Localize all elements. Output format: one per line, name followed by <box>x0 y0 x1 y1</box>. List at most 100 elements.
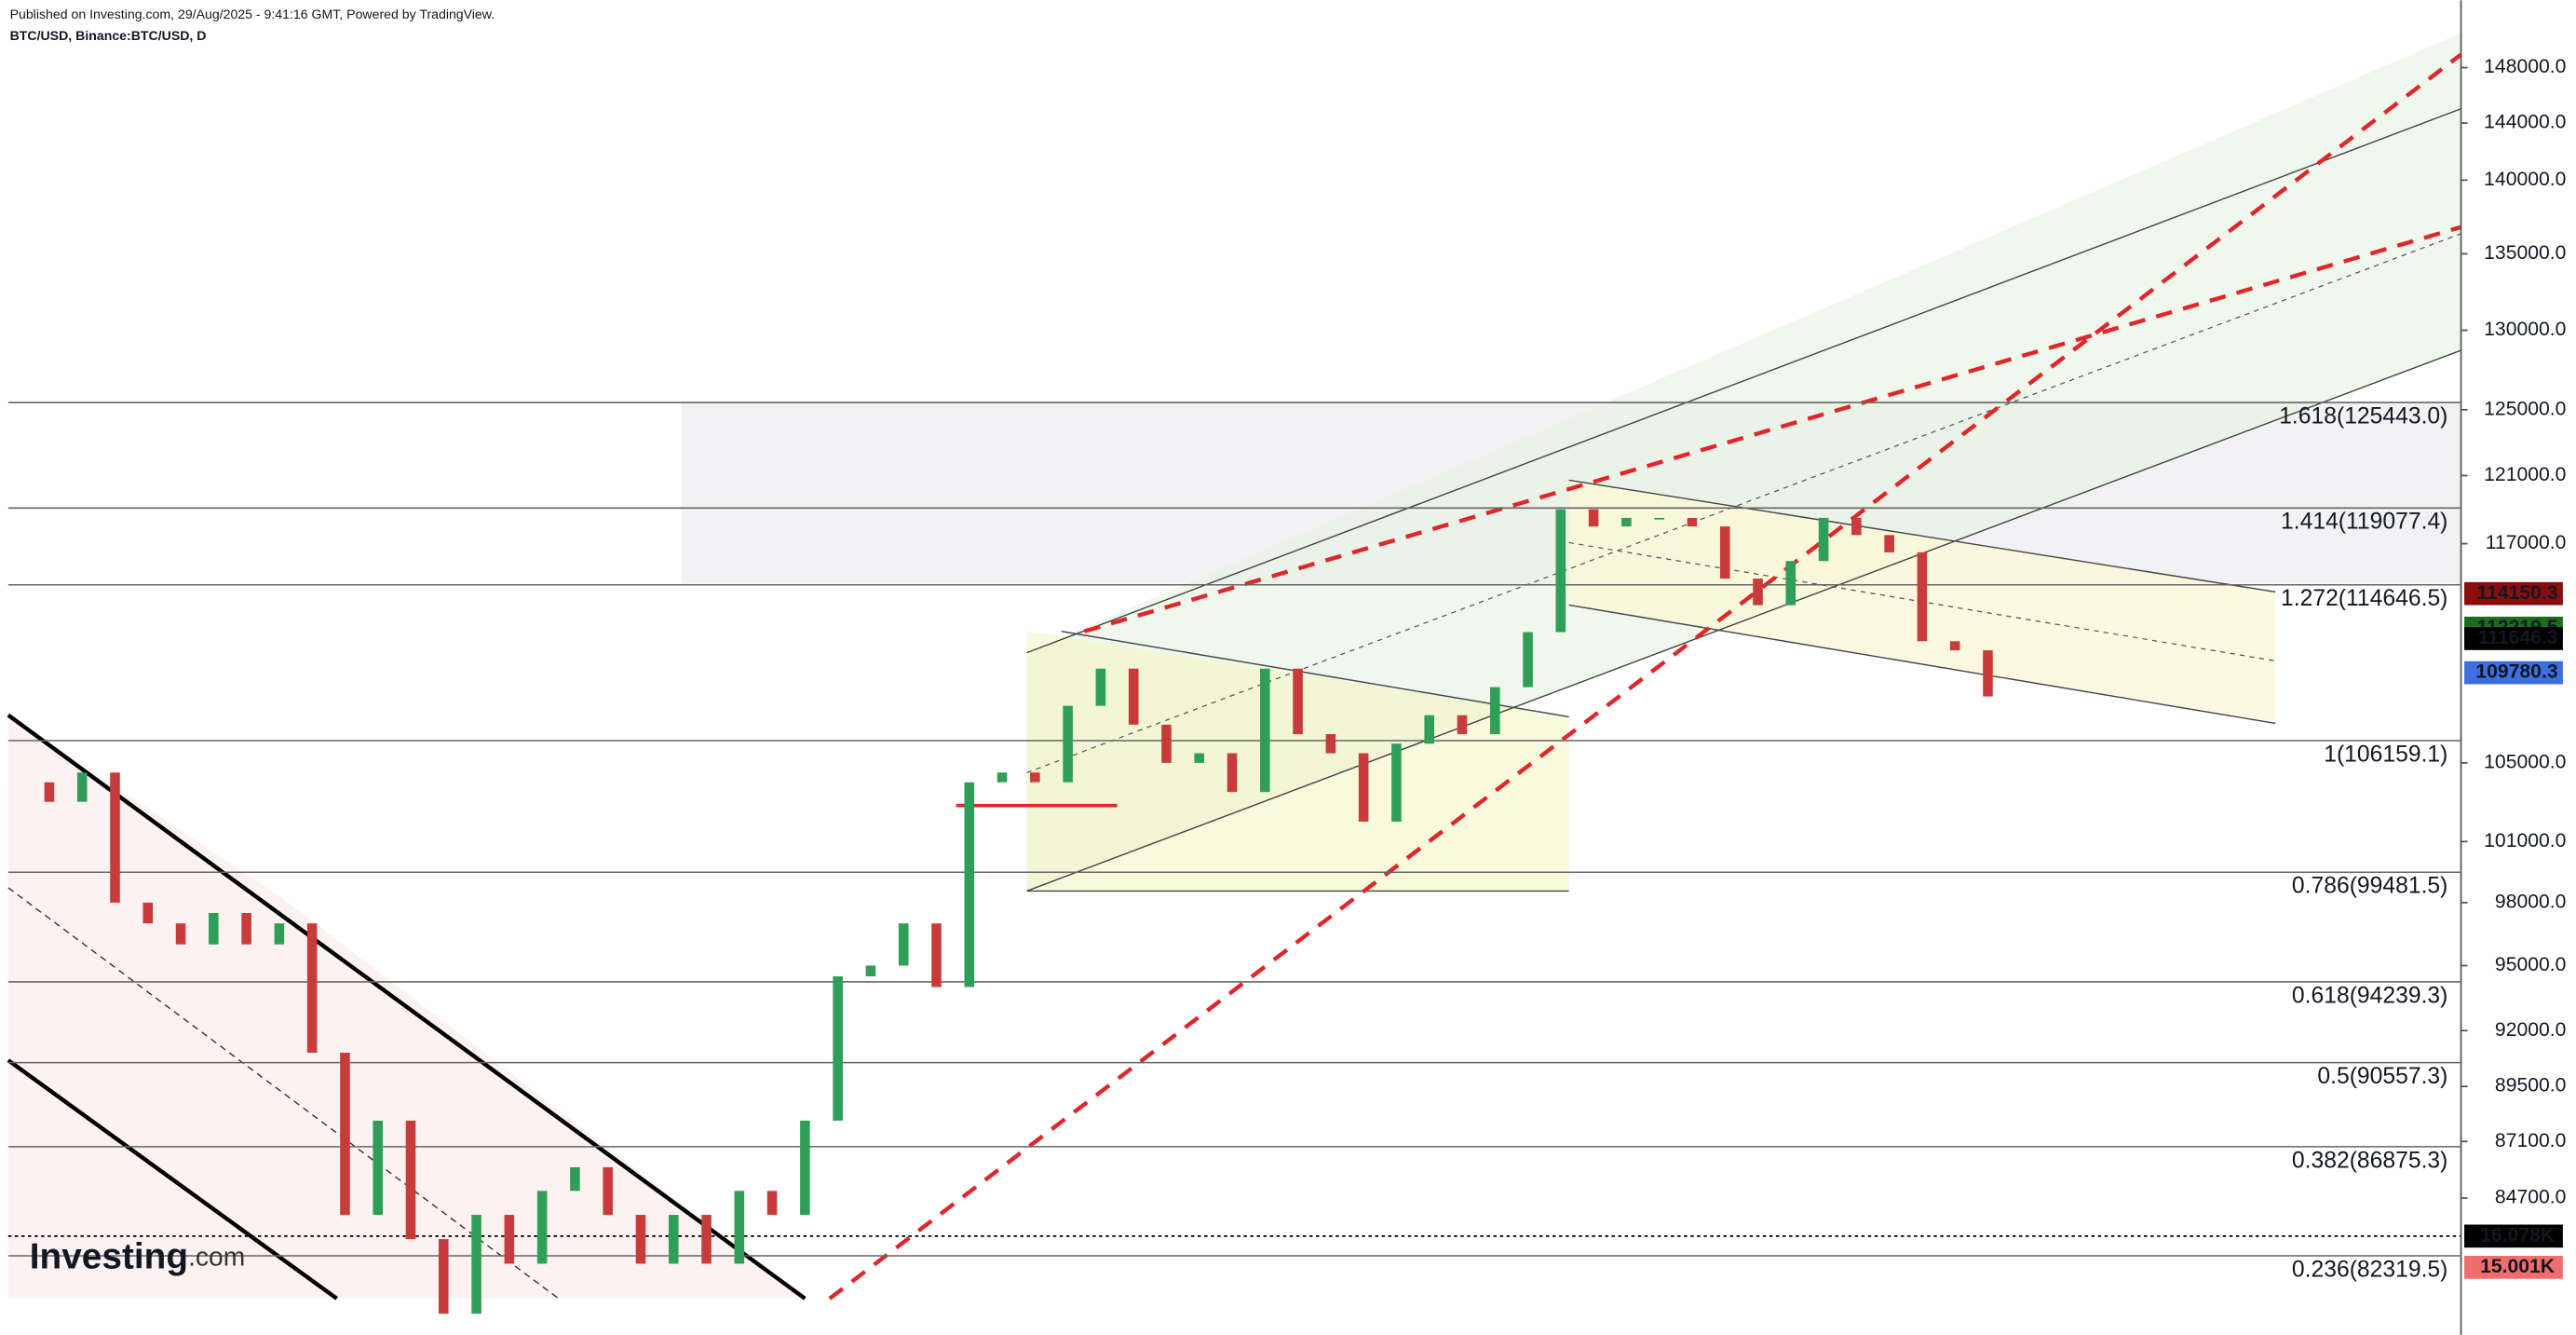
price-badge <box>2464 661 2563 685</box>
candle <box>1884 535 1894 552</box>
candle <box>603 1166 613 1216</box>
candle <box>209 913 219 945</box>
fib-label: 0.236(82319.5) <box>2292 1257 2447 1282</box>
candle <box>1555 509 1566 633</box>
candle <box>1818 517 1829 562</box>
fib-label: 1(106159.1) <box>2324 742 2447 767</box>
y-tick-label: 117000.0 <box>2486 532 2567 553</box>
candle <box>1785 561 1796 606</box>
candle <box>1161 724 1172 763</box>
volume-badge-label: 16.078K <box>2480 1224 2556 1246</box>
trend-line <box>1026 108 2461 654</box>
candle <box>668 1215 679 1264</box>
candle <box>766 1191 778 1216</box>
candle <box>635 1215 646 1264</box>
fib-label: 0.382(86875.3) <box>2292 1148 2447 1173</box>
candle <box>1949 641 1960 651</box>
y-tick-label: 140000.0 <box>2484 169 2566 190</box>
candle <box>1983 650 1993 697</box>
y-tick-label: 121000.0 <box>2484 464 2566 485</box>
candle <box>1358 753 1369 822</box>
trend-line <box>1568 604 2276 725</box>
candle <box>142 902 154 924</box>
logo: Investing.com <box>30 1237 245 1277</box>
candle <box>1227 753 1238 793</box>
y-tick-label: 89500.0 <box>2495 1075 2566 1097</box>
candle <box>110 772 120 903</box>
trend-line <box>1061 630 1569 718</box>
candle <box>1030 772 1040 783</box>
trend-line <box>1568 479 2276 593</box>
trend-line <box>7 713 807 1301</box>
candle <box>306 923 318 1054</box>
header: Published on Investing.com, 29/Aug/2025 … <box>10 7 495 21</box>
symbol: BTC/USD, Binance:BTC/USD, D <box>10 28 207 43</box>
candle <box>964 782 975 988</box>
candle <box>175 923 186 945</box>
fib-label: 0.618(94239.3) <box>2292 983 2447 1008</box>
fib-label: 0.5(90557.3) <box>2317 1064 2447 1089</box>
candle <box>44 782 55 802</box>
red-trend <box>828 52 2462 1301</box>
candle <box>1457 715 1468 735</box>
fib-label: 1.618(125443.0) <box>2279 403 2447 429</box>
candle <box>1654 517 1664 520</box>
volume-badge <box>2464 1224 2563 1248</box>
candle <box>1194 753 1205 763</box>
y-tick-label: 87100.0 <box>2495 1130 2566 1151</box>
red-trend <box>1083 225 2462 633</box>
candle <box>1128 668 1139 725</box>
candle <box>1588 509 1599 527</box>
price-badge <box>2464 581 2563 606</box>
candle <box>1424 715 1434 744</box>
price-badge-label: 111646.3 <box>2478 627 2558 648</box>
price-badge-label: 114150.3 <box>2477 582 2558 604</box>
candle <box>1260 668 1270 793</box>
candle <box>1293 668 1303 735</box>
candle <box>1325 734 1336 754</box>
candle <box>1391 743 1402 822</box>
candle <box>340 1053 350 1216</box>
price-badge <box>2464 627 2563 650</box>
up-channel <box>1026 33 2461 892</box>
candle <box>1621 517 1632 527</box>
plot: 148000.0 144000.0 140000.0 135000.0 130000.0… <box>7 56 2567 1315</box>
candle <box>405 1120 416 1240</box>
candle <box>1489 687 1500 735</box>
y-tick-label: 144000.0 <box>2484 112 2566 133</box>
candle <box>833 975 843 1121</box>
candle <box>1095 668 1106 706</box>
candle <box>1753 579 1763 606</box>
candle <box>76 772 88 802</box>
candle <box>274 923 285 945</box>
candle <box>1687 517 1698 527</box>
y-tick-label: 98000.0 <box>2495 891 2566 912</box>
fib-label: 0.786(99481.5) <box>2292 874 2447 899</box>
y-tick-label: 84700.0 <box>2495 1187 2566 1208</box>
candle <box>1851 517 1862 536</box>
flag-zone <box>1026 631 1569 892</box>
y-tick-label: 101000.0 <box>2484 830 2566 851</box>
candle <box>241 913 251 945</box>
y-tick-label: 135000.0 <box>2484 242 2566 264</box>
y-tick-label: 92000.0 <box>2495 1019 2566 1041</box>
y-tick-label: 105000.0 <box>2484 751 2566 772</box>
fib-label: 1.272(114646.5) <box>2281 586 2447 611</box>
candle <box>898 923 909 966</box>
candle <box>504 1215 515 1264</box>
candle <box>701 1215 712 1264</box>
y-tick-label: 125000.0 <box>2484 398 2566 419</box>
candle <box>734 1191 745 1264</box>
candle <box>438 1239 449 1315</box>
candle <box>536 1191 548 1264</box>
candle <box>1719 526 1730 579</box>
y-tick-label: 148000.0 <box>2484 56 2566 77</box>
price-badge-label: 109780.3 <box>2475 661 2557 683</box>
y-tick-label: 130000.0 <box>2484 319 2566 340</box>
candle <box>1523 632 1533 688</box>
candle <box>373 1120 384 1216</box>
candle <box>865 965 876 976</box>
logo-suffix: .com <box>188 1242 245 1272</box>
